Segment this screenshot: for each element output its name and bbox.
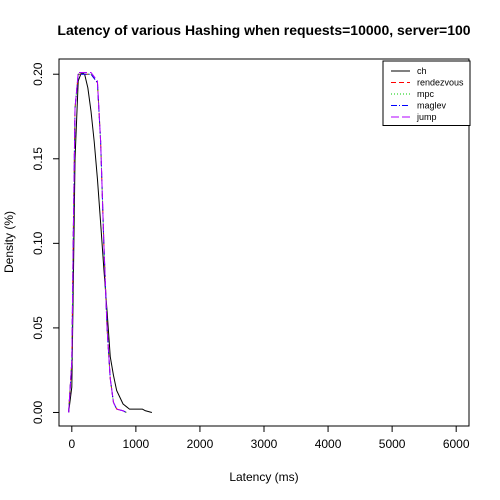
x-axis: 0 1000 2000 3000 4000 5000 6000 <box>68 425 470 451</box>
series-line-jump <box>68 72 127 413</box>
x-tick-label: 4000 <box>315 437 342 451</box>
legend-label-ch: ch <box>417 66 427 76</box>
x-tick-label: 6000 <box>443 437 470 451</box>
legend-label-jump: jump <box>416 112 437 122</box>
x-tick-label: 1000 <box>123 437 150 451</box>
y-axis-label: Density (%) <box>2 211 16 273</box>
y-tick-label: 0.10 <box>31 231 45 255</box>
series-line-ch <box>68 72 153 413</box>
series-line-mpc <box>68 73 127 413</box>
series-line-rendezvous <box>68 73 127 413</box>
chart-title: Latency of various Hashing when requests… <box>57 22 470 38</box>
legend-label-maglev: maglev <box>417 101 447 111</box>
x-tick-label: 5000 <box>379 437 406 451</box>
y-tick-label: 0.00 <box>31 400 45 424</box>
x-tick-label: 3000 <box>251 437 278 451</box>
y-tick-label: 0.05 <box>31 316 45 340</box>
x-tick-label: 0 <box>68 437 75 451</box>
x-tick-label: 2000 <box>187 437 214 451</box>
y-axis: 0.00 0.05 0.10 0.15 0.20 <box>31 62 60 424</box>
x-axis-label: Latency (ms) <box>229 470 298 484</box>
legend-label-mpc: mpc <box>417 89 435 99</box>
y-tick-label: 0.15 <box>31 147 45 171</box>
series-layer <box>68 72 153 413</box>
series-line-maglev <box>68 73 127 413</box>
legend-label-rendezvous: rendezvous <box>417 78 464 88</box>
y-tick-label: 0.20 <box>31 62 45 86</box>
legend-box <box>382 60 471 126</box>
